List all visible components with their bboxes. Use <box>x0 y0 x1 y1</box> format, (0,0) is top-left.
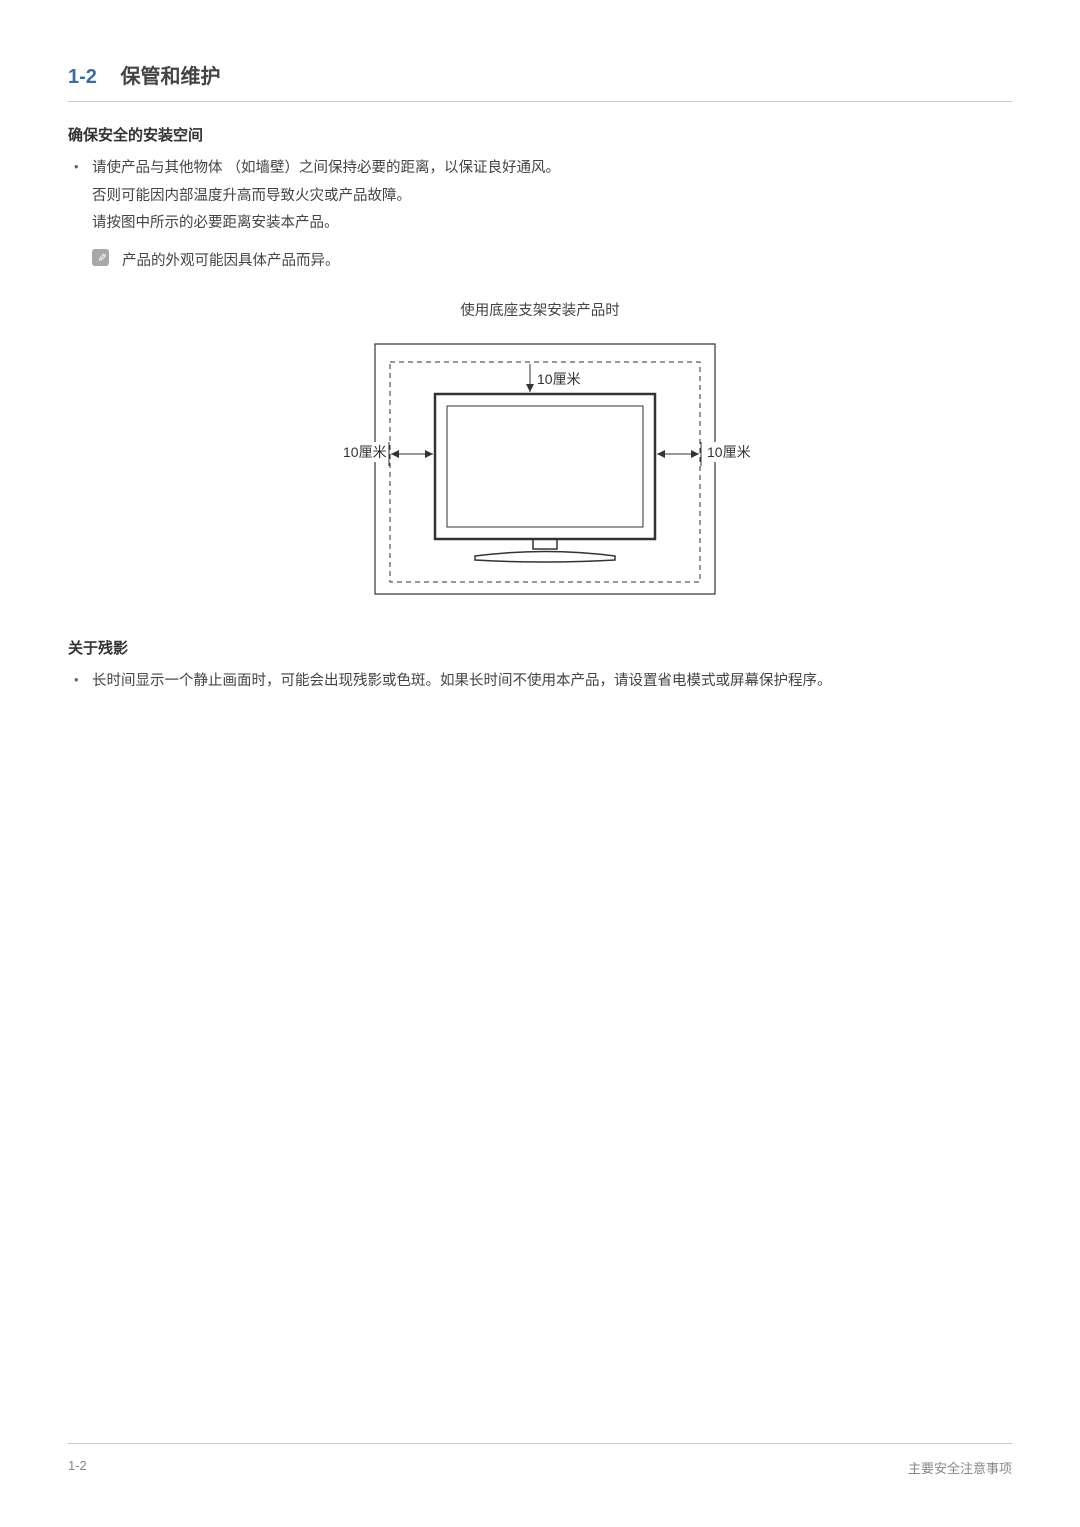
bullet-line: 请按图中所示的必要距离安装本产品。 <box>92 215 339 231</box>
bullet-line: 长时间显示一个静止画面时，可能会出现残影或色斑。如果长时间不使用本产品，请设置省… <box>92 673 832 689</box>
bullet-dot: • <box>74 668 79 693</box>
footer-section-name: 主要安全注意事项 <box>908 1458 1012 1477</box>
note-text: 产品的外观可能因具体产品而异。 <box>122 253 340 269</box>
subheading-install-space: 确保安全的安装空间 <box>68 124 1012 145</box>
dim-top-text: 10厘米 <box>537 371 581 387</box>
bullet-line: 否则可能因内部温度升高而导致火灾或产品故障。 <box>92 188 411 204</box>
figure-title: 使用底座支架安装产品时 <box>68 299 1012 320</box>
section-afterimage: 关于残影 • 长时间显示一个静止画面时，可能会出现残影或色斑。如果长时间不使用本… <box>68 637 1012 696</box>
footer-page-number: 1-2 <box>68 1458 87 1477</box>
subheading-afterimage: 关于残影 <box>68 637 1012 658</box>
dim-right-text: 10厘米 <box>707 444 751 460</box>
note-icon <box>92 249 109 266</box>
bullet-dot: • <box>74 155 79 180</box>
section-number: 1-2 <box>68 66 97 88</box>
note-block: 产品的外观可能因具体产品而异。 <box>68 248 1012 276</box>
bullet-block-install: • 请使产品与其他物体 （如墙壁）之间保持必要的距离，以保证良好通风。 否则可能… <box>68 155 1012 238</box>
section-title: 保管和维护 <box>120 66 220 88</box>
install-figure: 10厘米 10厘米 10厘米 <box>305 334 775 607</box>
page-footer: 1-2 主要安全注意事项 <box>68 1443 1012 1477</box>
dim-left-text: 10厘米 <box>343 444 387 460</box>
section-heading: 1-2 保管和维护 <box>68 60 1012 102</box>
bullet-block-afterimage: • 长时间显示一个静止画面时，可能会出现残影或色斑。如果长时间不使用本产品，请设… <box>68 668 1012 696</box>
bullet-line: 请使产品与其他物体 （如墙壁）之间保持必要的距离，以保证良好通风。 <box>92 160 560 176</box>
figure-wrap: 使用底座支架安装产品时 10厘米 <box>68 299 1012 607</box>
